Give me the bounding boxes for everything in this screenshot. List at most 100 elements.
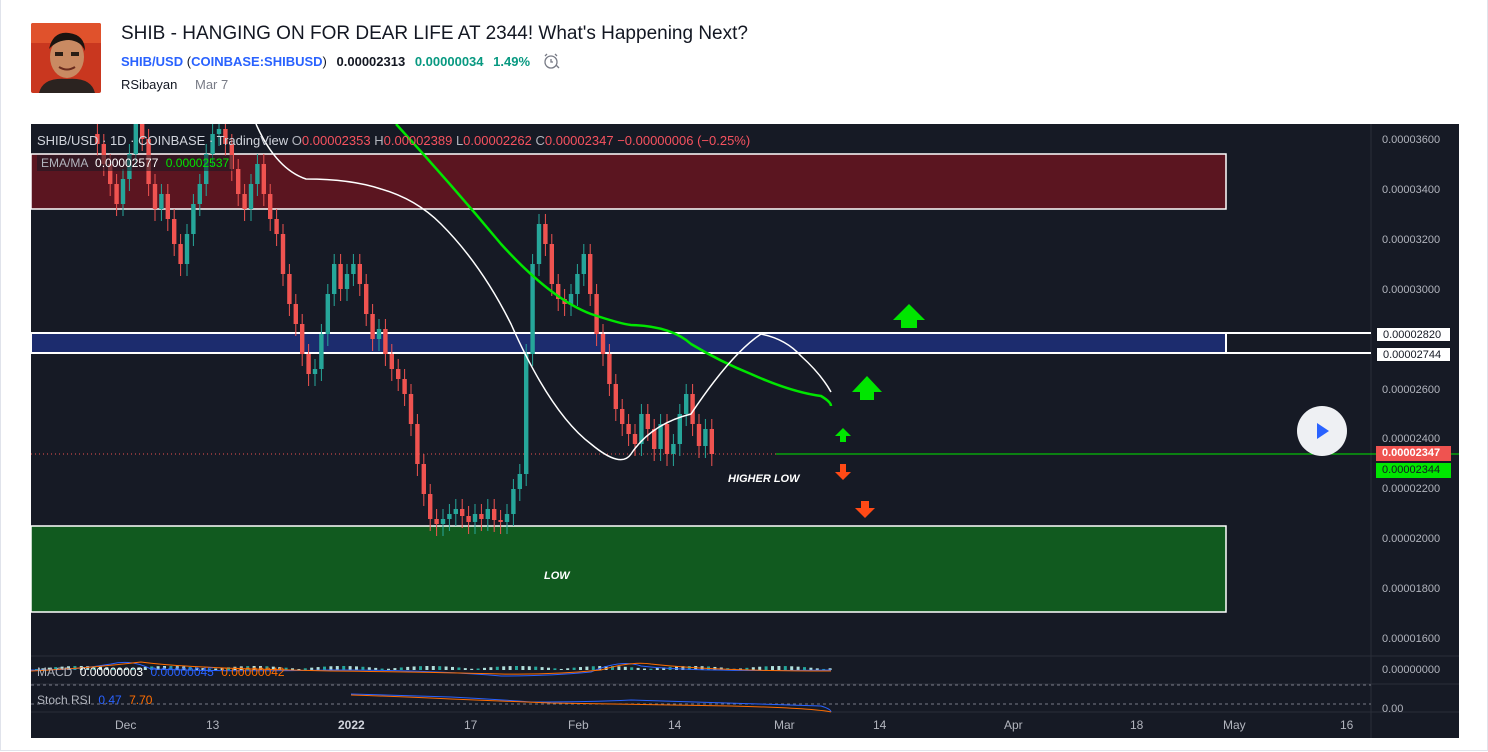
price-axis-label: 0.00003400 bbox=[1382, 184, 1441, 196]
macd-bar bbox=[521, 666, 525, 670]
macd-bar bbox=[163, 666, 166, 670]
candle-body bbox=[575, 274, 580, 294]
candle-body bbox=[428, 494, 433, 519]
candle-body bbox=[645, 414, 650, 429]
macd-bar bbox=[252, 666, 256, 670]
time-axis-label: Feb bbox=[568, 718, 589, 732]
macd-bar bbox=[566, 668, 570, 670]
chart-snapshot[interactable]: SHIB/USD · 1D · COINBASE · TradingView O… bbox=[31, 124, 1459, 738]
stoch-value-2: 7.70 bbox=[129, 693, 153, 707]
candle-body bbox=[517, 474, 522, 489]
arrow-up-small bbox=[835, 428, 851, 442]
ma-line bbox=[255, 124, 832, 461]
macd-line bbox=[31, 661, 832, 677]
candle-body bbox=[588, 254, 593, 294]
candle-body bbox=[408, 394, 414, 424]
macd-bar bbox=[303, 668, 307, 670]
candle-body bbox=[370, 314, 375, 339]
macd-bar bbox=[367, 667, 371, 670]
author-name[interactable]: RSibayan bbox=[121, 77, 178, 92]
alarm-clock-icon[interactable] bbox=[542, 52, 560, 73]
play-icon bbox=[1317, 423, 1329, 439]
ema-ma-legend: EMA/MA 0.00002577 0.00002537 bbox=[37, 155, 234, 171]
macd-bar bbox=[35, 669, 38, 670]
ema-value: 0.00002577 bbox=[95, 156, 159, 170]
candle-body bbox=[133, 124, 138, 154]
idea-title[interactable]: SHIB - HANGING ON FOR DEAR LIFE AT 2344!… bbox=[121, 23, 748, 44]
macd-bar bbox=[143, 666, 147, 670]
candle-body bbox=[530, 264, 535, 354]
candle-body bbox=[568, 294, 574, 304]
chart-canvas bbox=[31, 124, 1459, 738]
ema-ma-label: EMA/MA bbox=[41, 156, 88, 170]
macd-bar bbox=[86, 666, 90, 670]
price-axis-label: 0.00002600 bbox=[1382, 384, 1441, 396]
candle-body bbox=[684, 394, 689, 414]
candle-body bbox=[376, 329, 382, 339]
candle-body bbox=[607, 354, 612, 384]
macd-bar bbox=[329, 666, 333, 670]
candle-body bbox=[274, 219, 279, 234]
macd-bar bbox=[156, 666, 160, 670]
candle-body bbox=[511, 489, 516, 514]
time-axis-label: Mar bbox=[774, 718, 795, 732]
macd-bar bbox=[451, 666, 454, 670]
macd-bar bbox=[137, 667, 141, 670]
macd-bar bbox=[572, 667, 576, 670]
macd-bar bbox=[111, 667, 115, 670]
candle-body bbox=[626, 424, 631, 434]
candle-body bbox=[261, 164, 266, 194]
higher-low-annotation: HIGHER LOW bbox=[728, 473, 800, 485]
candle-body bbox=[440, 519, 446, 524]
candle-body bbox=[504, 514, 510, 522]
macd-bar bbox=[335, 666, 339, 670]
author-avatar[interactable] bbox=[31, 23, 101, 93]
macd-bar bbox=[195, 667, 198, 670]
candle-body bbox=[492, 509, 497, 520]
price-axis-label: 0.00002200 bbox=[1382, 483, 1441, 495]
candle-body bbox=[421, 464, 426, 494]
exchange-paren-close: ) bbox=[322, 53, 327, 69]
ema-line bbox=[395, 124, 833, 407]
stoch-k-line bbox=[350, 693, 832, 713]
macd-signal bbox=[31, 661, 832, 675]
candle-body bbox=[556, 284, 561, 299]
arrow-up-large bbox=[893, 304, 925, 328]
last-price: 0.00002313 bbox=[336, 53, 406, 69]
stoch-value-1: 0.47 bbox=[98, 693, 122, 707]
macd-bar bbox=[271, 666, 275, 670]
macd-bar bbox=[150, 666, 154, 670]
candle-body bbox=[658, 424, 663, 449]
time-axis-label: 18 bbox=[1130, 718, 1144, 732]
candle-body bbox=[312, 369, 318, 374]
candle-body bbox=[338, 264, 343, 289]
macd-bar bbox=[169, 666, 173, 670]
macd-value-3: 0.00000042 bbox=[221, 665, 285, 679]
macd-bar bbox=[489, 667, 493, 670]
low-annotation: LOW bbox=[544, 570, 570, 582]
price-axis-label: 0.00001600 bbox=[1382, 633, 1441, 645]
macd-bar bbox=[463, 668, 467, 670]
open-label: O bbox=[291, 133, 302, 148]
publish-date: Mar 7 bbox=[195, 77, 229, 92]
ma-price-tag: 0.00002344 bbox=[1376, 463, 1451, 478]
high-label: H bbox=[374, 133, 384, 148]
macd-bar bbox=[342, 666, 346, 670]
candle-body bbox=[95, 134, 100, 144]
candle-body bbox=[108, 164, 113, 184]
play-button[interactable] bbox=[1297, 406, 1347, 456]
symbol-link[interactable]: SHIB/USD bbox=[121, 53, 184, 69]
macd-bar bbox=[617, 666, 621, 670]
candle-body bbox=[466, 516, 471, 522]
candle-body bbox=[300, 324, 305, 354]
stoch-axis-label: 0.00 bbox=[1382, 703, 1404, 715]
resistance-zone bbox=[31, 332, 1227, 354]
candle-body bbox=[383, 329, 388, 354]
candle-body bbox=[152, 184, 158, 209]
candle-body bbox=[140, 124, 145, 139]
macd-bar bbox=[419, 666, 422, 670]
exchange-link[interactable]: COINBASE:SHIBUSD bbox=[191, 53, 323, 69]
time-axis-label: 16 bbox=[1340, 718, 1354, 732]
macd-bar bbox=[495, 666, 499, 670]
candle-body bbox=[677, 414, 682, 444]
